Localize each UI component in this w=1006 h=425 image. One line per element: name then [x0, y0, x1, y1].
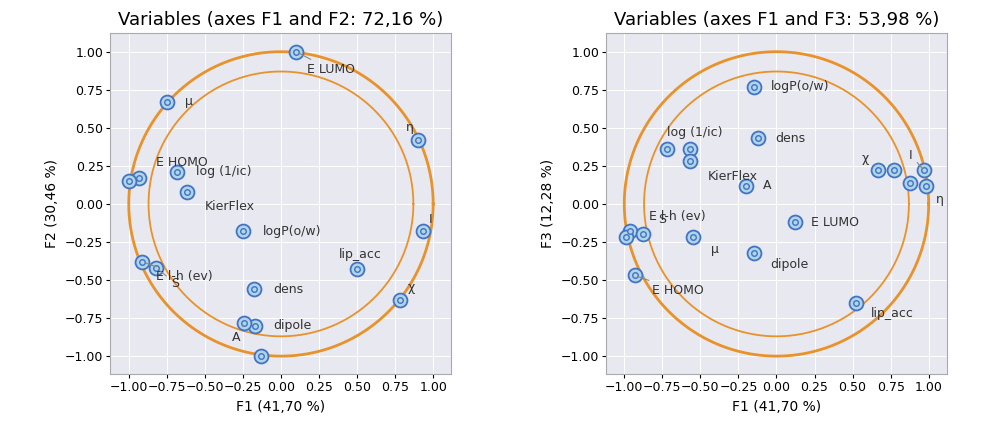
Text: log (1/ic): log (1/ic): [667, 126, 722, 139]
Text: A: A: [763, 179, 772, 192]
Text: E HOMO: E HOMO: [156, 156, 208, 169]
Y-axis label: F3 (12,28 %): F3 (12,28 %): [541, 159, 555, 249]
Text: lip_acc: lip_acc: [339, 248, 381, 266]
Text: S: S: [158, 269, 179, 289]
Text: logP(o/w): logP(o/w): [771, 80, 829, 93]
Text: log (1/ic): log (1/ic): [196, 165, 252, 178]
Title: Variables (axes F1 and F3: 53,98 %): Variables (axes F1 and F3: 53,98 %): [614, 11, 940, 29]
Text: χ: χ: [862, 152, 869, 165]
Text: S: S: [658, 212, 666, 226]
Text: μ: μ: [711, 243, 719, 256]
Text: lip_acc: lip_acc: [871, 307, 913, 320]
Text: E LUMO: E LUMO: [299, 53, 355, 76]
Text: dipole: dipole: [274, 319, 312, 332]
Text: A: A: [232, 325, 243, 344]
Text: I: I: [429, 212, 433, 226]
Text: E l-h (ev): E l-h (ev): [649, 210, 705, 223]
Text: η: η: [937, 193, 945, 206]
Text: E l-h (ev): E l-h (ev): [145, 263, 213, 283]
X-axis label: F1 (41,70 %): F1 (41,70 %): [236, 400, 326, 414]
Text: KierFlex: KierFlex: [205, 201, 255, 213]
Title: Variables (axes F1 and F2: 72,16 %): Variables (axes F1 and F2: 72,16 %): [119, 11, 444, 29]
X-axis label: F1 (41,70 %): F1 (41,70 %): [732, 400, 821, 414]
Text: dens: dens: [775, 132, 805, 145]
Text: E HOMO: E HOMO: [638, 276, 703, 297]
Y-axis label: F2 (30,46 %): F2 (30,46 %): [45, 159, 59, 249]
Text: μ: μ: [185, 96, 193, 108]
Text: dipole: dipole: [771, 258, 809, 271]
Text: KierFlex: KierFlex: [708, 170, 758, 183]
Text: I: I: [908, 149, 923, 168]
Text: E LUMO: E LUMO: [812, 215, 859, 229]
Text: η: η: [405, 121, 413, 134]
Text: dens: dens: [274, 283, 304, 296]
Text: χ: χ: [407, 281, 414, 294]
Text: logP(o/w): logP(o/w): [263, 225, 321, 238]
